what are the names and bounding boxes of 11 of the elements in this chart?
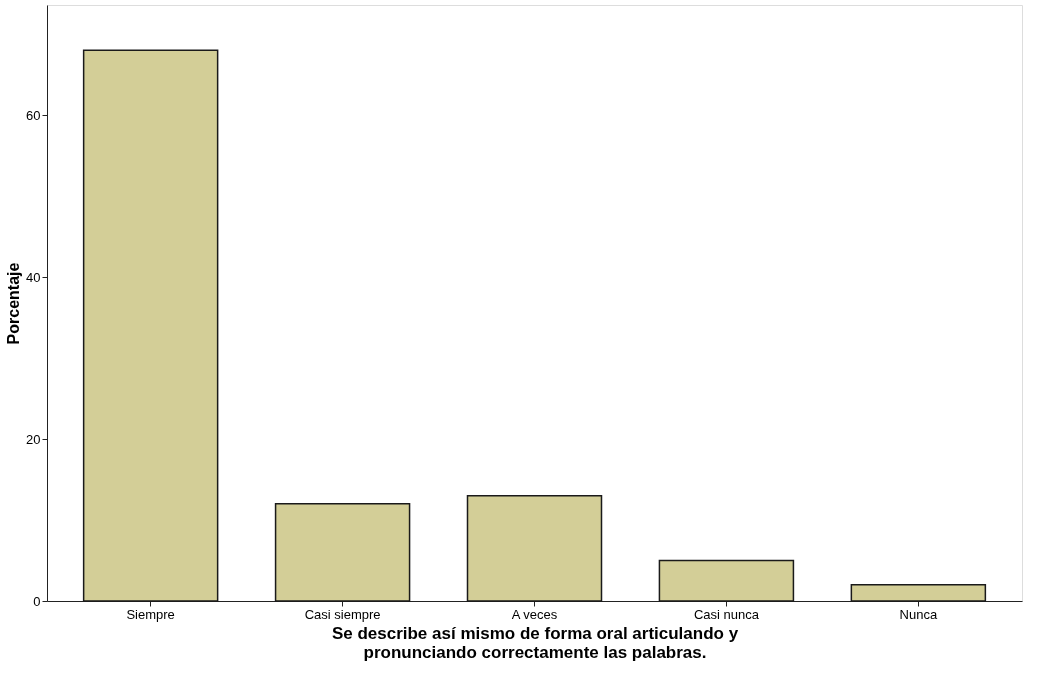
x-axis-title: Se describe así mismo de forma oral articulando y pronunciando correctamente las palabras. bbox=[331, 623, 739, 662]
y-tick-label: 60 bbox=[26, 107, 41, 123]
x-tick-label: Casi siempre bbox=[304, 606, 381, 622]
x-tick-label: A veces bbox=[511, 606, 558, 622]
x-tick-label: Nunca bbox=[899, 606, 938, 622]
y-tick-label: 0 bbox=[33, 593, 41, 609]
y-tick-label: 20 bbox=[26, 431, 41, 447]
y-tick-label: 40 bbox=[26, 269, 41, 285]
x-tick-label: Casi nunca bbox=[693, 606, 760, 622]
x-tick-label: Siempre bbox=[126, 606, 175, 622]
y-axis-title: Porcentaje bbox=[5, 262, 23, 345]
